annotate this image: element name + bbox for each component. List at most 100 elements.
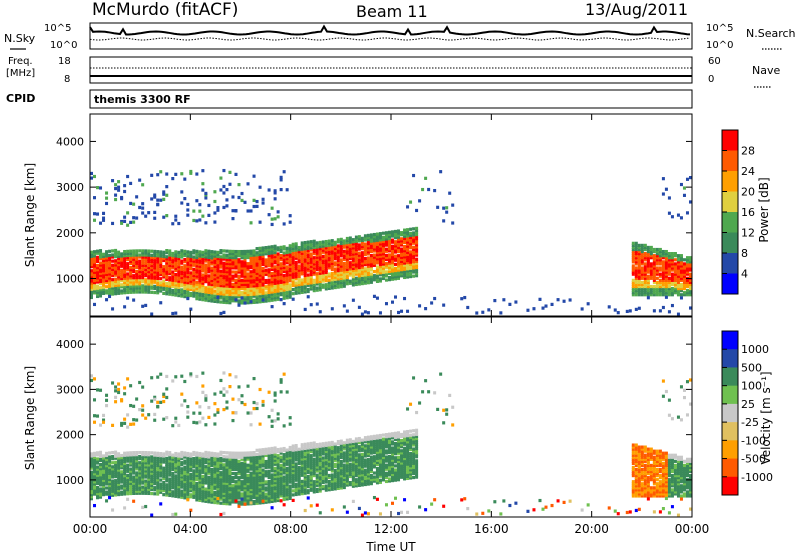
velocity-cell [303, 446, 307, 450]
power-cell [225, 274, 229, 278]
power-cell [129, 261, 133, 266]
power-cell [676, 213, 680, 217]
power-cell [303, 251, 307, 255]
power-cell [123, 262, 127, 266]
power-cell [685, 293, 689, 297]
velocity-cell [111, 471, 115, 475]
power-cell [649, 293, 653, 297]
power-cell [475, 311, 479, 315]
power-cell [180, 294, 184, 298]
velocity-cell [297, 484, 301, 488]
velocity-cell [267, 459, 271, 463]
velocity-cell [108, 494, 112, 498]
velocity-cell [207, 471, 211, 475]
power-cell [406, 267, 410, 271]
power-cell [183, 251, 187, 255]
power-cell [282, 288, 286, 292]
velocity-cell [213, 452, 217, 456]
velocity-cell [174, 468, 178, 472]
velocity-cell [222, 455, 226, 459]
power-cell [363, 252, 367, 256]
power-cell [366, 262, 370, 266]
power-cell [631, 254, 635, 258]
velocity-cell [108, 496, 112, 500]
velocity-cell [249, 496, 253, 500]
power-cell [258, 263, 262, 267]
power-cell [360, 273, 364, 277]
power-cell [288, 279, 292, 283]
power-cell [397, 276, 401, 280]
power-cell [243, 295, 247, 299]
velocity-cell [108, 481, 112, 486]
velocity-cell [102, 466, 106, 470]
velocity-cell [186, 470, 190, 474]
power-cell [174, 218, 178, 222]
velocity-cell [255, 462, 259, 467]
power-cell [117, 277, 121, 281]
power-cell [345, 309, 349, 313]
velocity-cell [216, 491, 220, 495]
power-cell [336, 281, 340, 285]
power-cell [646, 264, 650, 268]
power-cell [234, 286, 238, 291]
velocity-cell [282, 475, 286, 479]
velocity-cell [252, 499, 256, 504]
power-cell [291, 297, 295, 301]
velocity-cell [297, 461, 301, 466]
velocity-cell [222, 485, 226, 489]
power-cell [303, 307, 307, 312]
power-cell [183, 266, 187, 270]
power-cell [415, 243, 419, 247]
power-cell [363, 263, 367, 267]
velocity-cell [144, 463, 148, 467]
velocity-cell [303, 461, 307, 465]
power-cell [375, 246, 379, 251]
velocity-cell [276, 480, 280, 484]
velocity-cell [165, 477, 169, 481]
velocity-cell [309, 458, 313, 462]
power-cell [246, 249, 250, 253]
power-cell [306, 287, 310, 292]
velocity-cell [93, 472, 97, 476]
velocity-cell [267, 471, 271, 475]
power-cell [264, 278, 268, 283]
power-cell [646, 274, 650, 278]
velocity-cell [210, 484, 214, 488]
velocity-cell [285, 489, 289, 493]
power-cell [643, 264, 647, 268]
power-cell [652, 309, 656, 313]
power-cell [309, 244, 313, 248]
power-cell [670, 254, 674, 258]
velocity-cell [279, 390, 283, 394]
power-cell [135, 282, 139, 286]
velocity-cell [282, 493, 286, 497]
power-cell [324, 287, 328, 291]
velocity-cell [129, 487, 133, 492]
velocity-cell [267, 488, 271, 492]
power-cell [363, 269, 367, 273]
velocity-cell [222, 459, 226, 463]
power-cell [403, 271, 407, 275]
power-cell [267, 299, 271, 303]
power-cell [333, 271, 337, 275]
power-cell [207, 264, 211, 268]
power-cell [147, 276, 151, 280]
velocity-cell [186, 410, 190, 414]
power-cell [303, 271, 307, 276]
power-cell [216, 277, 220, 281]
power-cell [294, 283, 298, 287]
power-cell [174, 268, 178, 273]
power-cell [333, 261, 337, 265]
velocity-cell [264, 500, 268, 504]
power-cell [195, 253, 199, 258]
power-cell [381, 243, 385, 248]
power-cell [213, 283, 217, 287]
power-cell [357, 261, 361, 266]
power-cell [664, 249, 668, 254]
power-cell [207, 298, 211, 303]
power-cell [207, 249, 211, 253]
velocity-cell [123, 480, 127, 484]
power-cell [381, 235, 385, 239]
power-cell [168, 292, 172, 296]
power-cell [105, 252, 109, 256]
